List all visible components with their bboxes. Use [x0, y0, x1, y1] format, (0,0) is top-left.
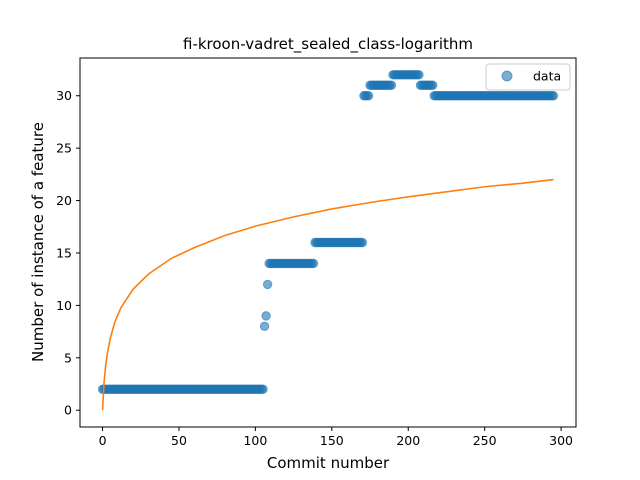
y-tick-label: 0 — [64, 403, 72, 418]
data-point — [357, 237, 368, 248]
legend-label-data: data — [533, 69, 561, 84]
data-point — [262, 279, 273, 290]
fit-curve — [101, 178, 554, 411]
x-tick-label: 200 — [396, 433, 420, 448]
x-tick-label: 50 — [171, 433, 187, 448]
legend-marker-data — [501, 70, 513, 82]
data-point — [308, 258, 319, 269]
y-tick-label: 30 — [56, 88, 72, 103]
y-tick-label: 20 — [56, 193, 72, 208]
y-tick-label: 15 — [56, 245, 72, 260]
data-point — [386, 80, 397, 90]
data-point — [548, 91, 559, 101]
legend: data — [485, 63, 571, 91]
y-axis: 0 5 10 15 20 25 30 — [56, 88, 80, 418]
x-tick-label: 100 — [243, 433, 267, 448]
chart-title: fi-kroon-vadret_sealed_class-logarithm — [183, 35, 473, 54]
x-tick-label: 0 — [99, 433, 107, 448]
x-tick-label: 300 — [549, 433, 573, 448]
y-tick-label: 25 — [56, 141, 72, 156]
y-axis-label: Number of instance of a feature — [29, 122, 47, 362]
data-point — [414, 70, 424, 80]
plot-area — [97, 70, 559, 411]
data-point — [259, 321, 270, 332]
x-axis-label: Commit number — [267, 454, 390, 472]
data-point — [261, 311, 271, 321]
data-point — [428, 80, 438, 90]
y-tick-label: 5 — [64, 350, 72, 365]
axes-frame — [79, 57, 577, 428]
x-axis: 0 50 100 150 200 250 300 — [99, 427, 573, 448]
y-tick-label: 10 — [56, 298, 72, 313]
data-point — [363, 91, 374, 101]
x-tick-label: 250 — [473, 433, 497, 448]
x-tick-label: 150 — [320, 433, 344, 448]
data-point — [258, 384, 268, 394]
